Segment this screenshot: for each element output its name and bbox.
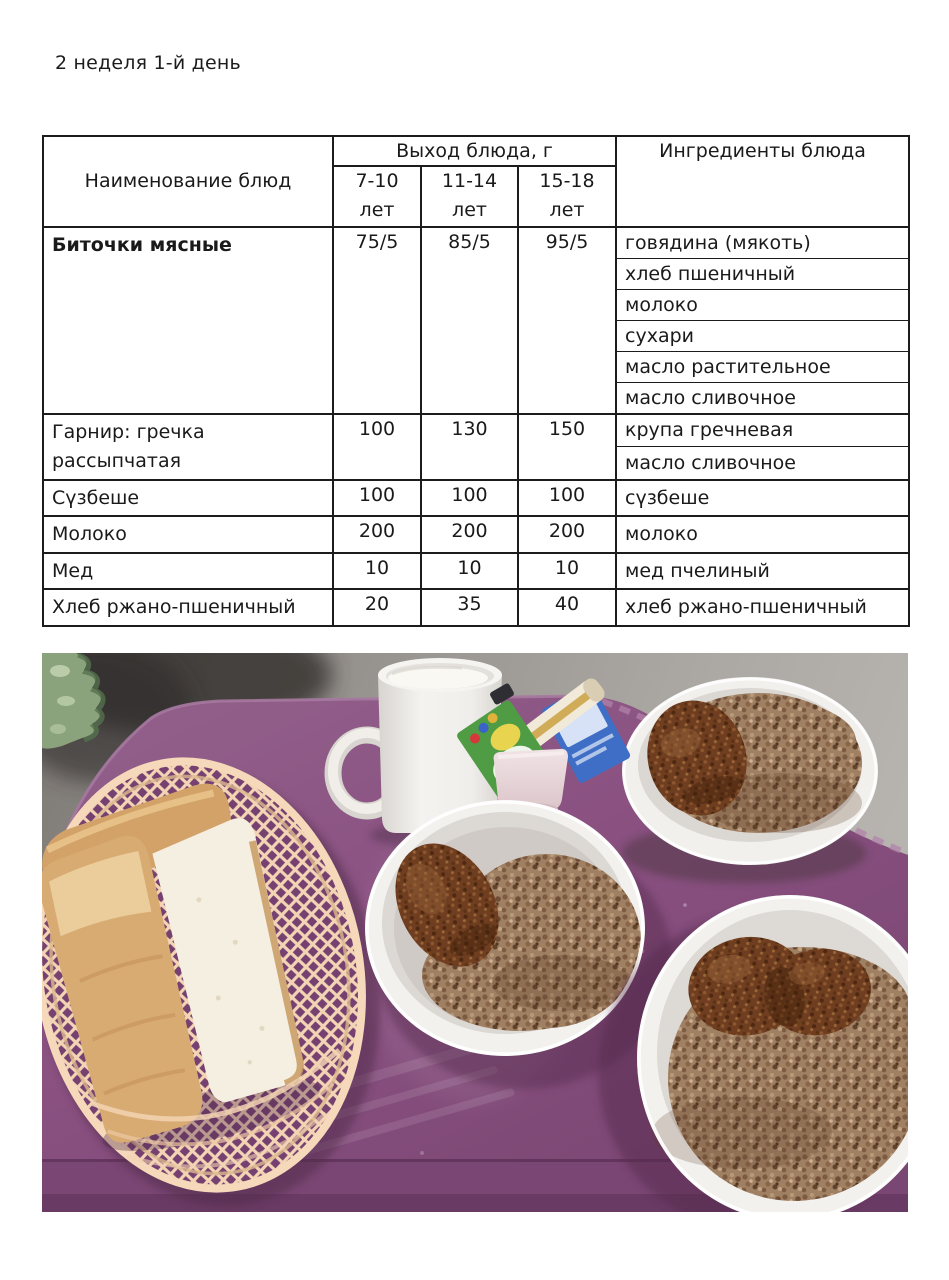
table-row: масло растительное xyxy=(43,350,911,383)
ingredient: сүзбеше xyxy=(615,478,911,517)
portion-value: 75/5 xyxy=(332,225,422,415)
ingredient: мед пчелиный xyxy=(615,551,911,590)
ingredient: хлеб ржано-пшеничный xyxy=(615,588,911,627)
dish-name: Молоко xyxy=(42,515,334,554)
portion-value: 200 xyxy=(332,515,422,554)
dish-name: Гарнир: гречка рассыпчатая xyxy=(42,412,334,481)
curd-cup xyxy=(493,748,568,811)
portion-value: 100 xyxy=(332,412,422,481)
menu-table: Наименование блюд Выход блюда, г Ингреди… xyxy=(42,135,911,627)
portion-value: 20 xyxy=(332,588,422,627)
milk-surface xyxy=(388,667,488,689)
portion-value: 100 xyxy=(420,478,519,518)
dish-name: Биточки мясные xyxy=(42,225,334,415)
col-header-ingredients: Ингредиенты блюда xyxy=(615,135,911,228)
table-row: молоко xyxy=(43,288,911,321)
portion-value: 100 xyxy=(332,478,422,518)
meat-patty xyxy=(395,843,499,967)
portion-value: 10 xyxy=(516,551,618,591)
ingredient: масло сливочное xyxy=(615,446,911,481)
portion-value: 85/5 xyxy=(420,225,519,415)
ingredient: молоко xyxy=(615,515,911,554)
table-row: Сүзбеше 100 100 100 сүзбеше xyxy=(42,478,911,518)
portion-value: 35 xyxy=(420,588,519,627)
portion-value: 100 xyxy=(516,478,618,518)
col-header-age-7-10: 7-10 лет xyxy=(332,165,422,228)
portion-value: 95/5 xyxy=(516,225,618,415)
portion-value: 130 xyxy=(420,412,519,481)
table-row: Молоко 200 200 200 молоко xyxy=(42,515,911,554)
buckwheat-bowl-bottom-right xyxy=(598,895,908,1212)
col-header-age-11-14: 11-14 лет xyxy=(420,165,519,228)
ingredient: масло сливочное xyxy=(615,381,911,415)
ingredient: хлеб пшеничный xyxy=(615,257,911,290)
bread-basket xyxy=(42,757,381,1207)
table-row: Биточки мясные 75/5 85/5 95/5 говядина (мяко… xyxy=(42,225,911,415)
buckwheat-bowl-top-right xyxy=(622,677,878,883)
portion-value: 40 xyxy=(516,588,618,627)
dish-name: Мед xyxy=(42,551,334,591)
portion-value: 200 xyxy=(516,515,618,554)
meal-photo xyxy=(42,653,908,1212)
meat-patty xyxy=(647,700,747,816)
portion-value: 200 xyxy=(420,515,519,554)
portion-value: 10 xyxy=(420,551,519,591)
col-header-output: Выход блюда, г xyxy=(331,135,618,167)
table-row: Гарнир: гречка рассыпчатая 100 130 150 крупа… xyxy=(42,412,911,481)
table-row: масло сливочное xyxy=(43,446,911,481)
ingredient: крупа гречневая xyxy=(615,412,911,448)
page-title: 2 неделя 1-й день xyxy=(55,52,241,74)
ingredient: сухари xyxy=(615,319,911,352)
ingredient: масло растительное xyxy=(615,350,911,383)
col-header-dish-name: Наименование блюд xyxy=(42,135,334,228)
table-row: масло сливочное xyxy=(43,381,911,415)
meat-patties xyxy=(688,936,871,1036)
dish-name: Сүзбеше xyxy=(42,478,334,518)
col-header-age-15-18: 15-18 лет xyxy=(516,165,618,228)
green-dish-edge xyxy=(42,653,106,749)
portion-value: 150 xyxy=(516,412,618,481)
dish-name: Хлеб ржано-пшеничный xyxy=(42,588,334,627)
ingredient: говядина (мякоть) xyxy=(615,225,911,259)
milk-mug xyxy=(324,658,510,849)
table-row: хлеб пшеничный xyxy=(43,257,911,290)
portion-value: 10 xyxy=(332,551,422,591)
ingredient: молоко xyxy=(615,288,911,321)
buckwheat-bowl-center xyxy=(365,800,672,1089)
table-row: Хлеб ржано-пшеничный 20 35 40 хлеб ржано-пше… xyxy=(42,588,911,627)
table-row: Мед 10 10 10 мед пчелиный xyxy=(42,551,911,591)
